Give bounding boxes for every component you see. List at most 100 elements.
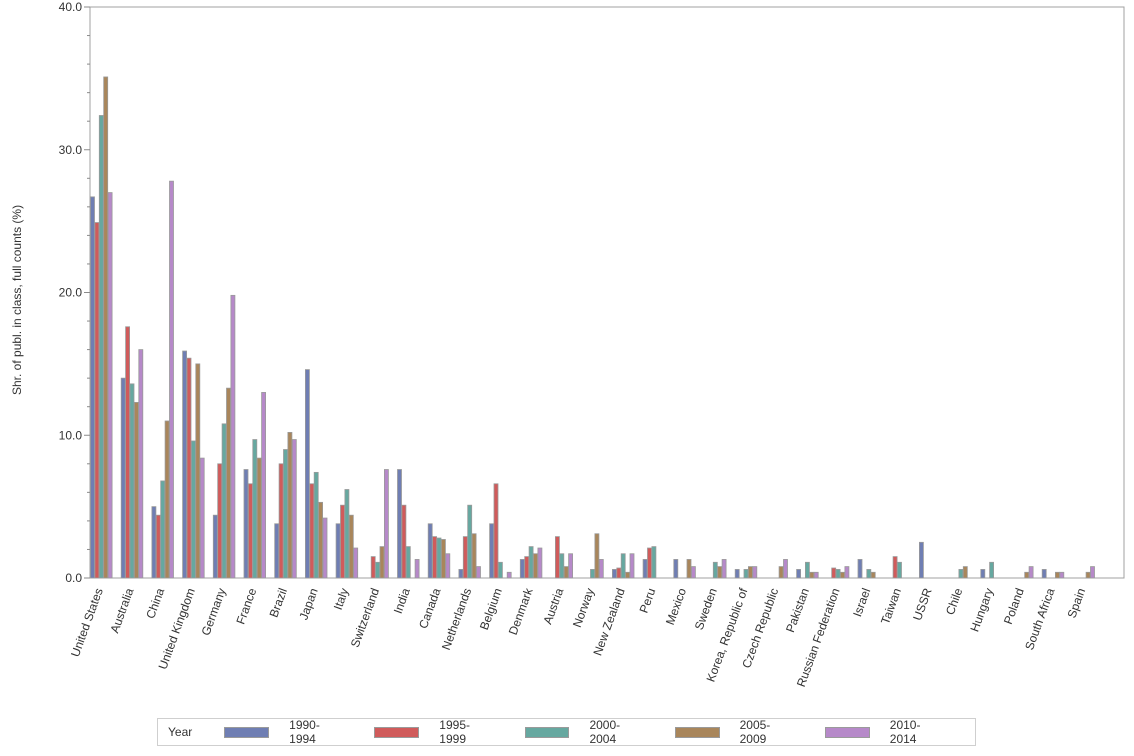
x-tick-label: Hungary (967, 586, 996, 633)
bar (1041, 569, 1047, 579)
bar (370, 556, 376, 579)
bar (120, 377, 126, 579)
bar (243, 469, 249, 579)
bar (462, 536, 468, 579)
x-tick-label: South Africa (1022, 586, 1057, 652)
bar-group (734, 566, 758, 579)
bar-group (427, 523, 451, 579)
bar (783, 559, 788, 579)
bar (717, 566, 723, 579)
bar (94, 222, 100, 579)
bar (199, 457, 205, 579)
legend: Year 1990-1994 1995-1999 2000-2004 2005-… (157, 718, 976, 746)
x-tick-label: Spain (1065, 586, 1089, 620)
bar-group (519, 546, 543, 579)
y-tick-label: 10.0 (59, 428, 83, 442)
bar-group (489, 483, 512, 579)
bar (103, 76, 109, 579)
bar (322, 517, 328, 579)
bar (620, 553, 626, 579)
bar-group (335, 489, 359, 579)
legend-item-1995-1999: 1995-1999 (374, 718, 490, 746)
bar (304, 369, 310, 579)
y-tick-label: 20.0 (59, 286, 83, 300)
bar (256, 457, 262, 579)
bar (133, 402, 139, 579)
bar (497, 561, 503, 579)
bar (533, 553, 538, 579)
bar (1055, 571, 1060, 579)
bar (980, 569, 986, 579)
bar (598, 559, 604, 579)
x-tick-label: Norway (570, 586, 597, 629)
x-tick-label: India (391, 586, 413, 616)
bar (98, 115, 104, 579)
bar (519, 559, 525, 579)
bar (809, 571, 815, 579)
bar-group (778, 559, 788, 579)
bar (160, 480, 166, 579)
bar (919, 541, 924, 579)
bar (458, 569, 464, 579)
legend-swatch (824, 726, 870, 738)
bar-group (673, 559, 696, 579)
bar (283, 449, 288, 579)
y-tick-label: 0.0 (65, 571, 82, 585)
bar (186, 357, 192, 579)
bar-group (182, 350, 205, 579)
bar (274, 523, 280, 579)
bars (90, 76, 1095, 579)
bar (559, 553, 565, 579)
bar (866, 569, 872, 579)
bar (217, 463, 223, 579)
bar-group (796, 561, 819, 579)
legend-label: 2000-2004 (589, 718, 621, 746)
bar-group (90, 76, 113, 579)
bar (1059, 571, 1065, 579)
bar (335, 523, 341, 579)
bar (958, 569, 964, 579)
bar (405, 546, 411, 579)
bar (524, 556, 530, 579)
bar (962, 566, 968, 579)
bar (796, 569, 801, 579)
legend-item-2005-2009: 2005-2009 (674, 718, 791, 746)
bar-group (1085, 566, 1095, 579)
bar (590, 569, 595, 579)
bar (686, 559, 692, 579)
bar (1090, 566, 1095, 579)
bar (427, 523, 433, 579)
x-tick-label: Belgium (477, 586, 505, 632)
bar (414, 559, 420, 579)
bar (844, 566, 850, 579)
x-tick-label: Austria (540, 586, 566, 626)
bar (190, 440, 196, 579)
x-tick-label: Peru (637, 586, 659, 615)
bar (612, 569, 617, 579)
bar (712, 561, 718, 579)
bar (476, 566, 481, 579)
bar (831, 567, 837, 579)
x-tick-label: Japan (296, 586, 320, 622)
x-tick-label: New Zealand (590, 586, 627, 657)
legend-label: 2010-2014 (889, 718, 921, 746)
bar (261, 392, 267, 579)
bar (489, 523, 495, 579)
bar (375, 561, 381, 579)
bar (1024, 571, 1030, 579)
bar (748, 566, 753, 579)
x-tick-label: Italy (331, 586, 352, 611)
bar-group (397, 469, 420, 579)
bar (247, 483, 253, 579)
bar (278, 463, 284, 579)
bar (169, 180, 174, 579)
bar (230, 294, 236, 579)
bar (897, 561, 902, 579)
plot-area: 0.0 10.0 20.0 30.0 40.0 United States Austral… (59, 0, 1125, 689)
x-tick-label: Germany (199, 586, 229, 637)
x-tick-label: Australia (107, 586, 136, 635)
x-tick-label: United States (68, 586, 106, 658)
bar (506, 571, 512, 579)
bar (1085, 571, 1091, 579)
